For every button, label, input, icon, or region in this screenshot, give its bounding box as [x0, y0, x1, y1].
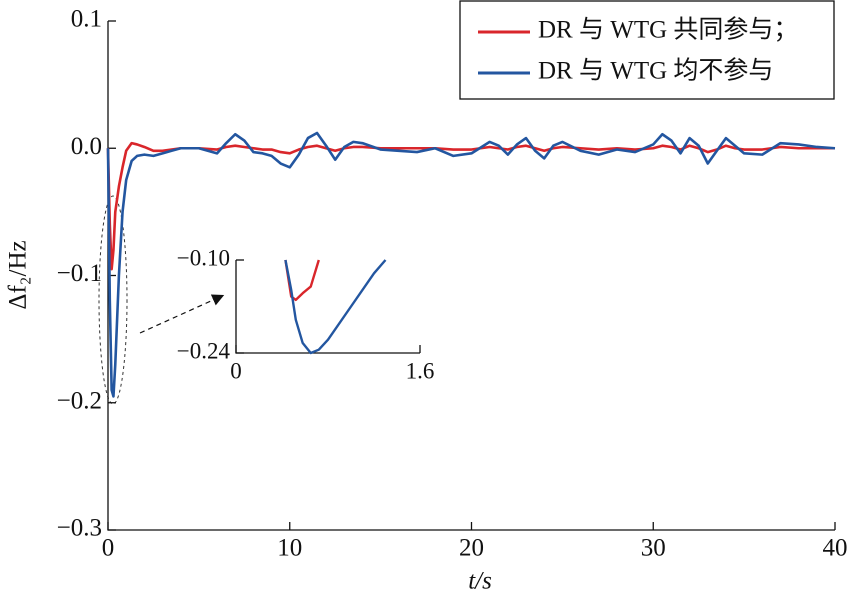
- legend-box: [459, 0, 835, 100]
- series-line: [284, 259, 387, 355]
- x-tick-label: 40: [823, 535, 848, 562]
- series-line: [106, 131, 836, 398]
- y-tick-label: 0.0: [71, 133, 102, 160]
- y-tick-label: −0.3: [57, 515, 102, 542]
- legend-label: DR 与 WTG 均不参与: [538, 57, 773, 85]
- zoom-arrow: [139, 294, 225, 334]
- x-tick-label: 0: [102, 535, 115, 562]
- legend-label: DR 与 WTG 共同参与；: [538, 16, 798, 44]
- zoom-ellipse: [98, 195, 128, 405]
- x-tick-label: 30: [641, 535, 666, 562]
- x-tick-label: 20: [459, 535, 484, 562]
- y-axis-label: Δf₂/Hz: [5, 240, 32, 309]
- x-tick-label: 10: [277, 535, 302, 562]
- y-tick-label: −0.24: [177, 338, 231, 363]
- x-tick-label: 1.6: [406, 358, 435, 383]
- y-tick-label: −0.1: [57, 260, 102, 287]
- series-line: [106, 141, 835, 271]
- x-tick-label: 0: [230, 358, 242, 383]
- y-tick-label: −0.2: [57, 387, 102, 414]
- y-tick-label: −0.10: [177, 245, 230, 270]
- y-tick-label: 0.1: [71, 6, 102, 33]
- x-axis-label: t/s: [468, 568, 492, 595]
